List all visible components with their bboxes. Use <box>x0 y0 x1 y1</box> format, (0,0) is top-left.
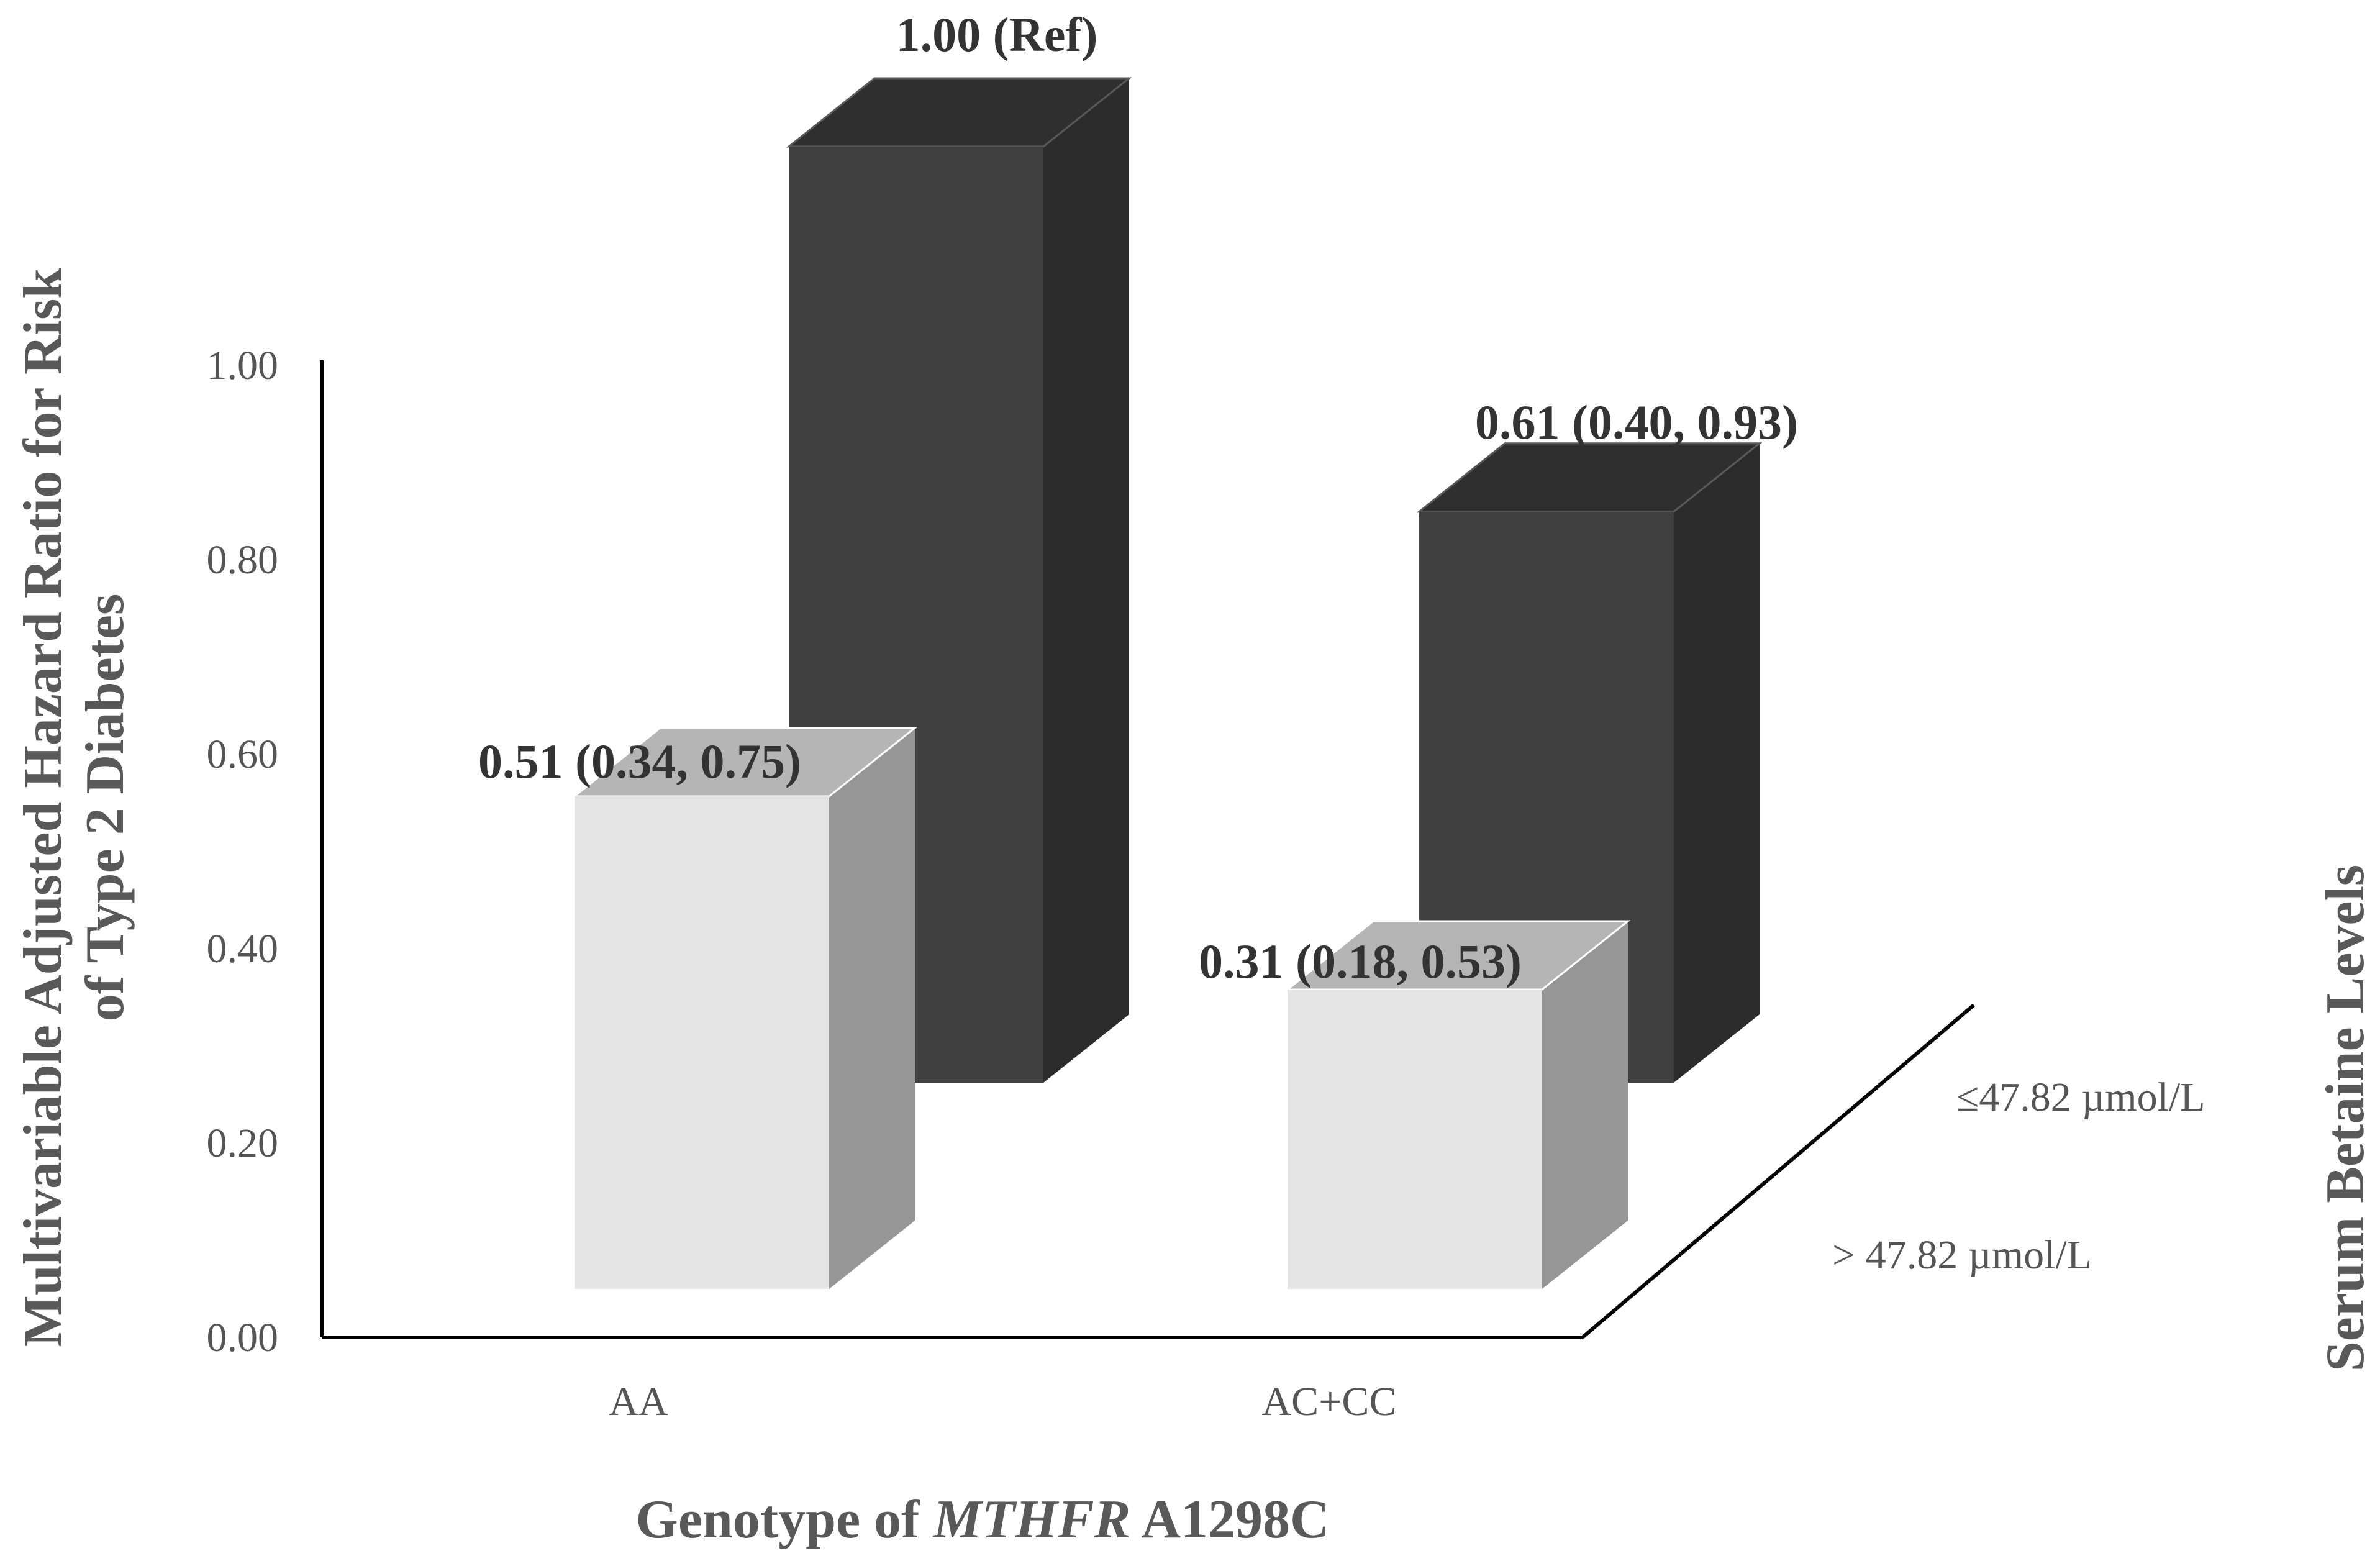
x-axis-title-gene: MTHFR <box>932 1490 1130 1550</box>
x-axis-title-suffix: A1298C <box>1130 1490 1329 1550</box>
data-label-gt-accc: 0.31 (0.18, 0.53) <box>1199 934 1522 988</box>
data-label-le-accc: 0.61 (0.40, 0.93) <box>1475 395 1798 449</box>
bar-side-face <box>829 727 915 1289</box>
x-axis-title: Genotype of MTHFR A1298C <box>635 1490 1329 1550</box>
depth-label-gt: > 47.82 µmol/L <box>1832 1232 2092 1278</box>
depth-axis-title: Serum Betaine Levels <box>2315 865 2376 1372</box>
depth-label-le: ≤47.82 µmol/L <box>1956 1075 2205 1120</box>
category-label-aa: AA <box>609 1379 668 1424</box>
depth-axis-line <box>1581 1003 1975 1339</box>
bar-side-face <box>1043 78 1129 1083</box>
y-tick-label: 0.20 <box>207 1121 279 1166</box>
category-label-accc: AC+CC <box>1262 1379 1397 1424</box>
y-tick-label: 0.00 <box>207 1315 279 1360</box>
bar-front-face <box>575 796 829 1289</box>
y-tick-labels: 0.00 0.20 0.40 0.60 0.80 1.00 <box>207 343 279 1360</box>
y-tick-label: 0.60 <box>207 732 279 777</box>
y-axis-title: Multivariable Adjusted Hazard Ratio for … <box>13 268 135 1347</box>
y-tick-label: 1.00 <box>207 343 279 388</box>
y-axis-title-line1: Multivariable Adjusted Hazard Ratio for … <box>13 268 73 1347</box>
data-label-le-aa: 1.00 (Ref) <box>896 7 1098 61</box>
x-axis-title-prefix: Genotype of <box>635 1490 933 1550</box>
bars-front-row <box>571 727 1631 1289</box>
bar-front-face <box>1288 989 1542 1289</box>
y-tick-label: 0.80 <box>207 537 279 583</box>
bar-side-face <box>1542 921 1628 1289</box>
data-label-gt-aa: 0.51 (0.34, 0.75) <box>478 734 801 788</box>
y-tick-label: 0.40 <box>207 926 279 972</box>
y-axis-title-line2: of Type 2 Diabetes <box>75 594 135 1022</box>
bar-side-face <box>1674 443 1760 1083</box>
